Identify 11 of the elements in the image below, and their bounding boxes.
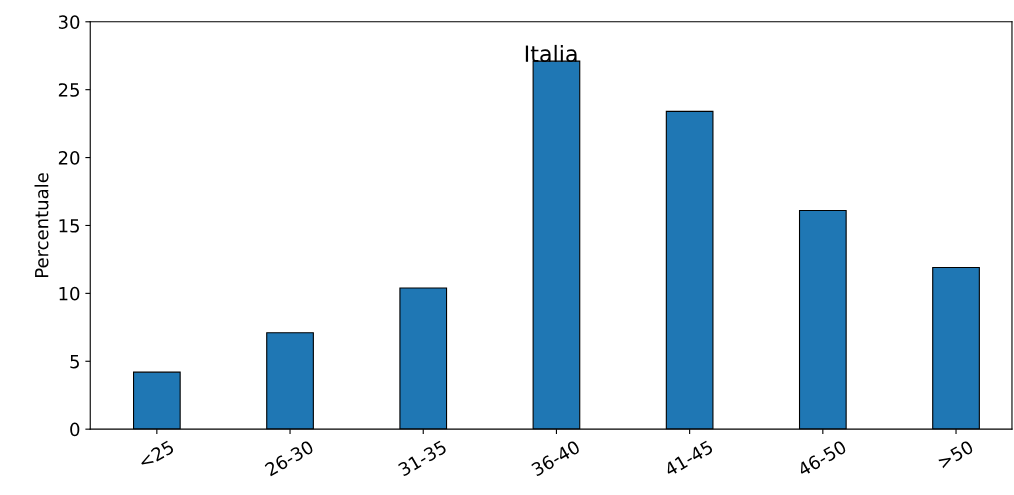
x-tick-label: >50	[936, 439, 975, 470]
text: Italia	[525, 44, 577, 63]
y-tick-label: 15	[59, 219, 79, 233]
y-tick-label: 0	[70, 422, 80, 437]
y-tick-label: 25	[58, 83, 79, 97]
y-tick-label: 10	[59, 286, 80, 301]
x-tick-label: <25	[137, 439, 175, 470]
y-axis-title: Percentuale	[34, 173, 49, 277]
y-tick-label: 5	[70, 354, 79, 369]
y-tick-label: 30	[58, 15, 80, 29]
y-tick-label: 20	[58, 151, 80, 165]
